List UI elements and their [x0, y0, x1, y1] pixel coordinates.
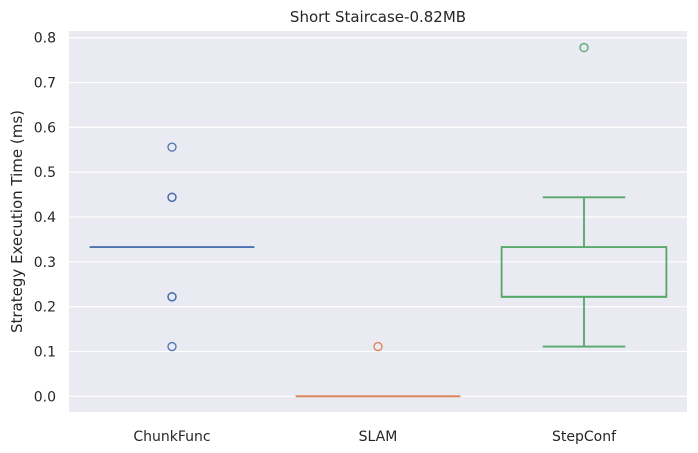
outlier-point: [167, 341, 177, 352]
outlier-point: [579, 42, 589, 53]
chart-title: Short Staircase-0.82MB: [290, 8, 466, 26]
box-group-slam: [295, 341, 461, 398]
x-tick-label: SLAM: [359, 429, 398, 445]
grid-lines: [69, 37, 687, 397]
outlier-point: [167, 192, 177, 202]
y-axis-label: Strategy Execution Time (ms): [8, 110, 26, 333]
box-group-chunkfunc: [89, 142, 255, 352]
y-tick-labels: 0.0 0.1 0.2 0.3 0.4 0.5 0.6 0.7 0.8: [34, 31, 56, 406]
outlier-point: [373, 341, 383, 352]
plot-background: [69, 31, 687, 412]
x-tick-label: StepConf: [552, 429, 617, 445]
y-tick-label: 0.1: [34, 344, 56, 360]
box-group-stepconf: [500, 42, 668, 348]
y-tick-label: 0.8: [34, 31, 56, 47]
y-tick-label: 0.6: [34, 120, 56, 136]
y-tick-label: 0.7: [34, 76, 56, 92]
x-tick-label: ChunkFunc: [133, 429, 210, 445]
y-tick-label: 0.0: [34, 389, 56, 405]
y-tick-label: 0.3: [34, 255, 56, 271]
x-tick-labels: ChunkFunc SLAM StepConf: [133, 429, 617, 445]
outlier-point: [167, 292, 177, 302]
y-tick-label: 0.2: [34, 300, 56, 316]
y-tick-label: 0.4: [34, 210, 56, 226]
outlier-point: [167, 142, 177, 152]
y-tick-label: 0.5: [34, 165, 56, 181]
box-series: [89, 42, 668, 398]
